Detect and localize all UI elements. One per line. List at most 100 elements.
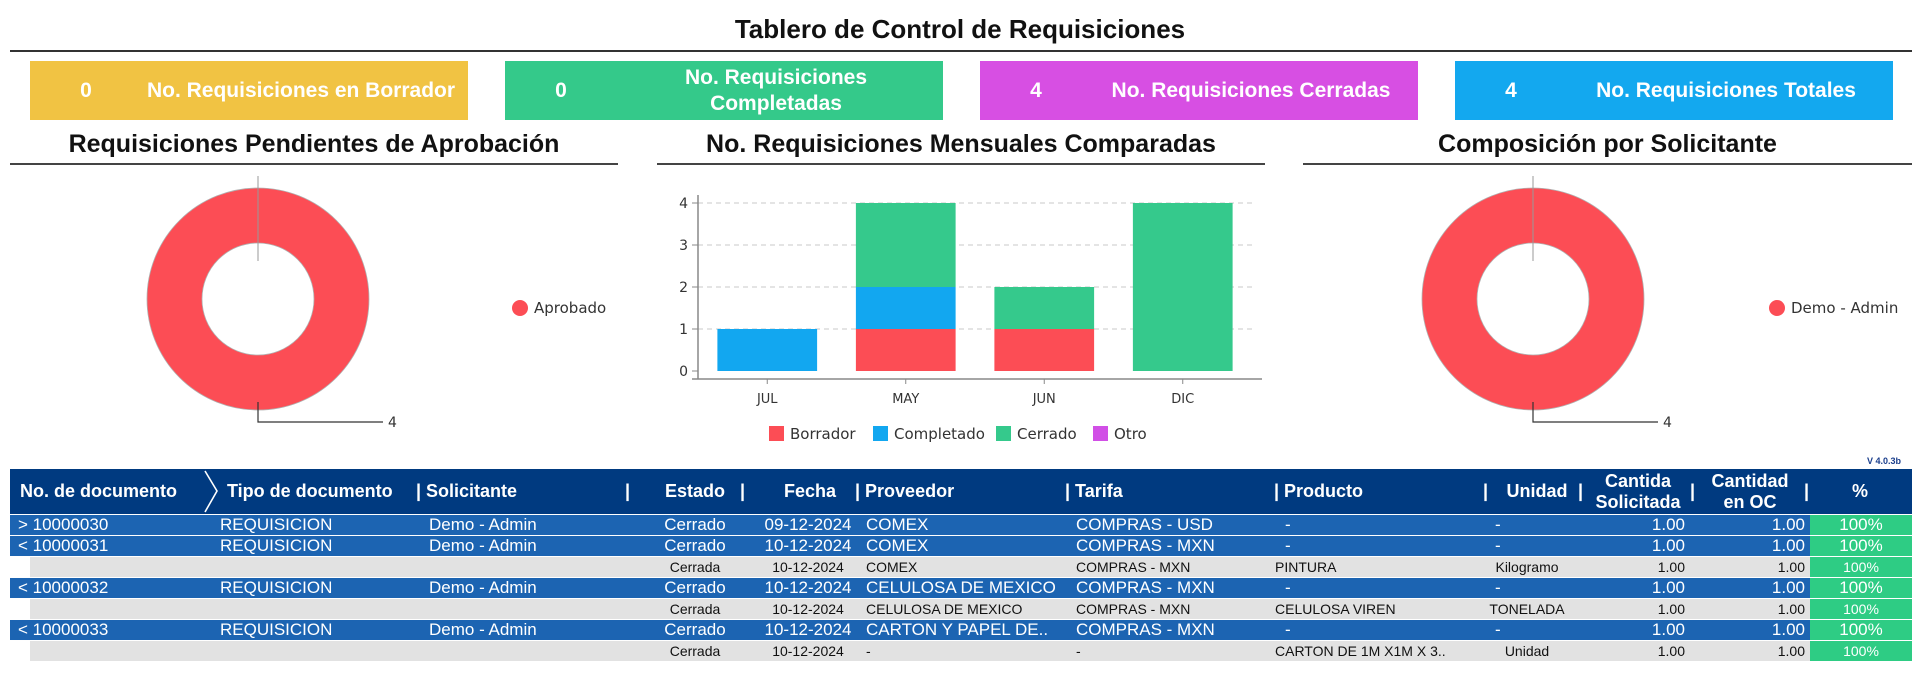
col-header-qty-requested[interactable]: Cantida Solicitada: [1595, 470, 1681, 512]
subrow-percent-badge: 100%: [1810, 599, 1912, 619]
legend-swatch: [873, 426, 888, 441]
col-header-separator: |: [1578, 481, 1584, 501]
x-tick-label: DIC: [1171, 392, 1194, 407]
subrow-qty-oc: 1.00: [1777, 643, 1805, 659]
row-status: Cerrado: [664, 536, 726, 555]
bar-segment: [855, 287, 956, 329]
table-row[interactable]: < 10000031 REQUISICION Demo - Admin Cerr…: [10, 536, 1912, 556]
table-subrow[interactable]: Cerrada 10-12-2024 CELULOSA DE MEXICO CO…: [30, 599, 1912, 619]
row-qty-oc: 1.00: [1771, 536, 1805, 555]
row-unit: -: [1495, 536, 1501, 555]
col-header-product[interactable]: | Producto: [1274, 481, 1364, 501]
monthly-stacked-bar-chart[interactable]: 0 1 2 3 4 JUL MAY JUN DIC Borrador Completado Cerra…: [657, 180, 1265, 450]
row-doc-type: REQUISICION: [220, 536, 333, 555]
row-qty-requested: 1.00: [1651, 620, 1685, 639]
row-qty-requested: 1.00: [1651, 536, 1685, 555]
table-header: No. de documento Tipo de documento | Sol…: [10, 469, 1912, 514]
legend-label: Aprobado: [534, 299, 606, 317]
table-subrow[interactable]: Cerrada 10-12-2024 - - CARTON DE 1M X1M …: [30, 641, 1912, 661]
x-tick-label: JUL: [756, 392, 778, 407]
subrow-qty-requested: 1.00: [1657, 559, 1685, 575]
col-header-status[interactable]: Estado: [664, 481, 725, 501]
col-header-rate[interactable]: | Tarifa: [1065, 481, 1123, 501]
kpi-borrador-label: No. Requisiciones en Borrador: [146, 78, 456, 102]
legend-swatch: [996, 426, 1011, 441]
table-row[interactable]: > 10000030 REQUISICION Demo - Admin Cerr…: [10, 515, 1912, 535]
row-unit: -: [1495, 515, 1501, 534]
kpi-completadas[interactable]: 0 No. Requisiciones Completadas: [505, 61, 943, 120]
subrow-product: CELULOSA VIREN: [1275, 601, 1396, 617]
row-percent-badge: 100%: [1810, 536, 1912, 556]
title-divider: [10, 50, 1912, 52]
row-requester: Demo - Admin: [429, 620, 537, 639]
header-chevron-divider: [204, 470, 218, 513]
subrow-product: CARTON DE 1M X1M X 3..: [1275, 643, 1446, 659]
subrow-product: PINTURA: [1275, 559, 1337, 575]
donut-value-label: 4: [1663, 415, 1672, 431]
bar-segment: [994, 287, 1095, 329]
bar-segment: [717, 329, 818, 371]
col-header-supplier[interactable]: | Proveedor: [855, 481, 955, 501]
subrow-date: 10-12-2024: [772, 601, 844, 617]
kpi-borrador-value: 0: [80, 78, 92, 102]
row-rate: COMPRAS - MXN: [1076, 536, 1215, 555]
subrow-supplier: -: [866, 643, 871, 659]
row-date: 10-12-2024: [764, 578, 852, 597]
composition-donut-chart[interactable]: 4 Demo - Admin: [1303, 170, 1912, 440]
row-date: 10-12-2024: [764, 620, 852, 639]
kpi-cerradas[interactable]: 4 No. Requisiciones Cerradas: [980, 61, 1418, 120]
row-doc-no[interactable]: < 10000032: [18, 578, 109, 597]
row-doc-type: REQUISICION: [220, 578, 333, 597]
legend-marker: [1769, 300, 1785, 316]
legend-swatch: [1093, 426, 1108, 441]
col-header-requester[interactable]: | Solicitante: [416, 481, 518, 501]
subrow-status: Cerrada: [669, 559, 721, 575]
row-doc-no[interactable]: > 10000030: [18, 515, 109, 534]
row-product: -: [1285, 536, 1291, 555]
row-qty-oc: 1.00: [1771, 515, 1805, 534]
subrow-supplier: CELULOSA DE MEXICO: [866, 601, 1023, 617]
col-header-qty-oc[interactable]: Cantidad en OC: [1711, 470, 1789, 512]
y-tick-label: 2: [679, 280, 688, 296]
col-header-doc-no[interactable]: No. de documento: [20, 481, 177, 501]
col-header-doc-type[interactable]: Tipo de documento: [227, 481, 393, 501]
row-requester: Demo - Admin: [429, 536, 537, 555]
row-unit: -: [1495, 620, 1501, 639]
table-subrow[interactable]: Cerrada 10-12-2024 COMEX COMPRAS - MXN P…: [30, 557, 1912, 577]
row-doc-no[interactable]: < 10000033: [18, 620, 109, 639]
row-supplier: CARTON Y PAPEL DE..: [866, 620, 1049, 639]
kpi-cerradas-label: No. Requisiciones Cerradas: [1111, 78, 1391, 102]
row-status: Cerrado: [664, 620, 726, 639]
y-tick-label: 4: [679, 196, 688, 212]
bar-segment: [1132, 203, 1233, 371]
subrow-status: Cerrada: [669, 601, 721, 617]
subrow-unit: TONELADA: [1489, 601, 1565, 617]
col-header-separator: |: [625, 481, 631, 501]
table-row[interactable]: < 10000032 REQUISICION Demo - Admin Cerr…: [10, 578, 1912, 598]
subrow-qty-requested: 1.00: [1657, 601, 1685, 617]
subrow-date: 10-12-2024: [772, 559, 844, 575]
version-label: V 4.0.3b: [1867, 456, 1902, 466]
legend-swatch: [769, 426, 784, 441]
kpi-totales[interactable]: 4 No. Requisiciones Totales: [1455, 61, 1893, 120]
subrow-date: 10-12-2024: [772, 643, 844, 659]
kpi-completadas-value: 0: [555, 78, 567, 102]
x-tick-label: JUN: [1032, 392, 1056, 407]
col-header-separator: |: [1690, 481, 1696, 501]
pending-approval-donut-chart[interactable]: 4 Aprobado: [10, 170, 630, 440]
row-requester: Demo - Admin: [429, 515, 537, 534]
table-row[interactable]: < 10000033 REQUISICION Demo - Admin Cerr…: [10, 620, 1912, 640]
y-tick-label: 3: [679, 238, 688, 254]
row-doc-no[interactable]: < 10000031: [18, 536, 109, 555]
col-header-separator: |: [1483, 481, 1489, 501]
col-header-unit[interactable]: Unidad: [1506, 481, 1568, 501]
y-tick-label: 0: [679, 364, 688, 380]
row-product: -: [1285, 620, 1291, 639]
subrow-rate: -: [1076, 643, 1081, 659]
kpi-borrador[interactable]: 0 No. Requisiciones en Borrador: [30, 61, 468, 120]
col-header-date[interactable]: Fecha: [783, 481, 837, 501]
col-header-percent[interactable]: %: [1851, 481, 1868, 501]
legend-marker: [512, 300, 528, 316]
legend-label: Demo - Admin: [1791, 299, 1898, 317]
legend-label: Borrador: [790, 425, 856, 443]
